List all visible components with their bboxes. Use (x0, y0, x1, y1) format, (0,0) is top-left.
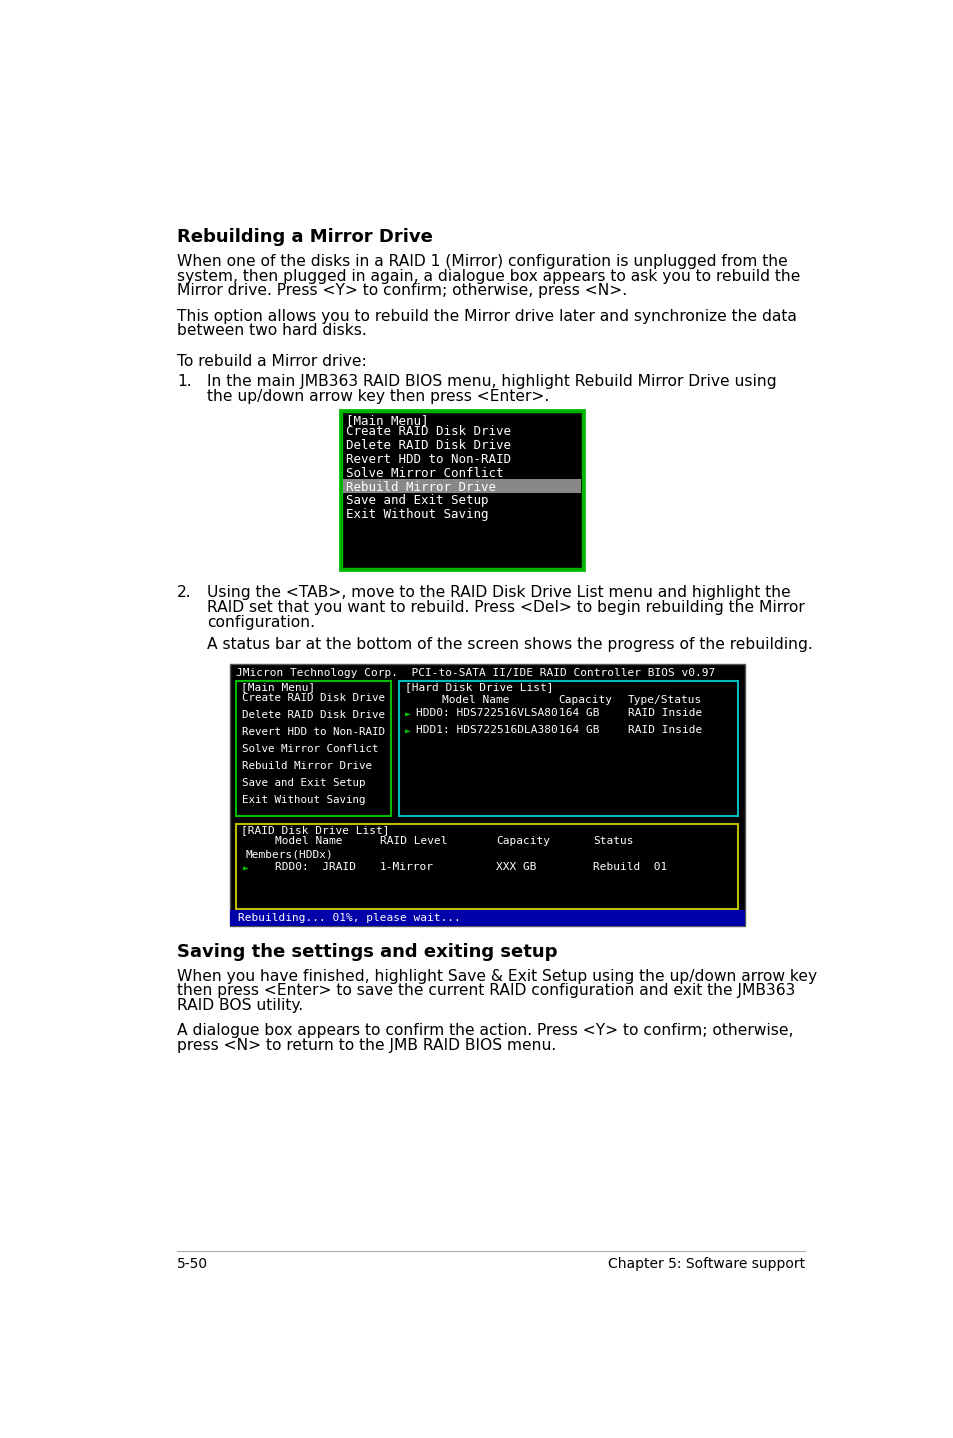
Text: 1.: 1. (177, 374, 192, 390)
Text: ►: ► (405, 709, 411, 719)
Text: XXX GB: XXX GB (496, 863, 536, 873)
Text: Capacity: Capacity (496, 837, 549, 847)
Text: When one of the disks in a RAID 1 (Mirror) configuration is unplugged from the: When one of the disks in a RAID 1 (Mirro… (177, 255, 787, 269)
Text: system, then plugged in again, a dialogue box appears to ask you to rebuild the: system, then plugged in again, a dialogu… (177, 269, 800, 283)
Text: RAID BOS utility.: RAID BOS utility. (177, 998, 303, 1012)
Bar (230, 910, 744, 926)
Text: Rebuilding a Mirror Drive: Rebuilding a Mirror Drive (177, 229, 433, 246)
Text: ►: ► (242, 863, 248, 873)
Text: RAID set that you want to rebuild. Press <Del> to begin rebuilding the Mirror: RAID set that you want to rebuild. Press… (207, 600, 803, 615)
Text: In the main JMB363 RAID BIOS menu, highlight Rebuild Mirror Drive using: In the main JMB363 RAID BIOS menu, highl… (207, 374, 776, 390)
Text: Members(HDDx): Members(HDDx) (245, 850, 333, 860)
Text: Solve Mirror Conflict: Solve Mirror Conflict (346, 467, 503, 480)
Text: Rebuilding... 01%, please wait...: Rebuilding... 01%, please wait... (237, 913, 460, 923)
Text: To rebuild a Mirror drive:: To rebuild a Mirror drive: (177, 354, 367, 368)
Text: Revert HDD to Non-RAID: Revert HDD to Non-RAID (346, 453, 511, 466)
Text: Rebuild  01: Rebuild 01 (592, 863, 666, 873)
Text: Capacity: Capacity (558, 695, 611, 705)
Text: RAID Inside: RAID Inside (627, 725, 701, 735)
Text: RAID Inside: RAID Inside (627, 709, 701, 719)
Text: between two hard disks.: between two hard disks. (177, 324, 367, 338)
Text: configuration.: configuration. (207, 614, 314, 630)
Text: then press <Enter> to save the current RAID configuration and exit the JMB363: then press <Enter> to save the current R… (177, 984, 795, 998)
Text: the up/down arrow key then press <Enter>.: the up/down arrow key then press <Enter>… (207, 388, 549, 404)
Text: press <N> to return to the JMB RAID BIOS menu.: press <N> to return to the JMB RAID BIOS… (177, 1038, 556, 1053)
Text: Chapter 5: Software support: Chapter 5: Software support (607, 1257, 804, 1271)
Bar (340, 410, 583, 569)
Text: 1-Mirror: 1-Mirror (379, 863, 434, 873)
Text: JMicron Technology Corp.  PCI-to-SATA II/IDE RAID Controller BIOS v0.97: JMicron Technology Corp. PCI-to-SATA II/… (236, 669, 715, 679)
Text: Create RAID Disk Drive: Create RAID Disk Drive (346, 426, 511, 439)
Bar (230, 664, 744, 926)
Text: Delete RAID Disk Drive: Delete RAID Disk Drive (242, 710, 385, 720)
Text: [Hard Disk Drive List]: [Hard Disk Drive List] (405, 682, 553, 692)
Bar (342, 413, 581, 568)
Text: Exit Without Saving: Exit Without Saving (346, 508, 488, 522)
Text: Revert HDD to Non-RAID: Revert HDD to Non-RAID (242, 728, 385, 736)
Text: Saving the settings and exiting setup: Saving the settings and exiting setup (177, 942, 558, 961)
Text: A dialogue box appears to confirm the action. Press <Y> to confirm; otherwise,: A dialogue box appears to confirm the ac… (177, 1024, 793, 1038)
Text: Type/Status: Type/Status (627, 695, 701, 705)
Text: [RAID Disk Drive List]: [RAID Disk Drive List] (241, 825, 389, 835)
Text: RAID Level: RAID Level (379, 837, 447, 847)
Text: HDD1: HDS722516DLA380: HDD1: HDS722516DLA380 (416, 725, 558, 735)
Text: Save and Exit Setup: Save and Exit Setup (242, 778, 366, 788)
Bar (236, 824, 737, 909)
Text: Model Name: Model Name (441, 695, 509, 705)
Text: Rebuild Mirror Drive: Rebuild Mirror Drive (242, 761, 372, 771)
Text: 164 GB: 164 GB (558, 725, 599, 735)
Text: When you have finished, highlight Save & Exit Setup using the up/down arrow key: When you have finished, highlight Save &… (177, 969, 817, 984)
Text: [Main Menu]: [Main Menu] (241, 682, 314, 692)
Text: This option allows you to rebuild the Mirror drive later and synchronize the dat: This option allows you to rebuild the Mi… (177, 309, 797, 324)
Text: Exit Without Saving: Exit Without Saving (242, 795, 366, 805)
Bar (343, 479, 580, 493)
Text: [Main Menu]: [Main Menu] (346, 414, 429, 427)
Text: 5-50: 5-50 (177, 1257, 209, 1271)
Text: Using the <TAB>, move to the RAID Disk Drive List menu and highlight the: Using the <TAB>, move to the RAID Disk D… (207, 585, 790, 600)
Bar (236, 680, 391, 815)
Bar (398, 680, 737, 815)
Text: Save and Exit Setup: Save and Exit Setup (346, 495, 488, 508)
Text: Model Name: Model Name (274, 837, 342, 847)
Text: ►: ► (405, 725, 411, 735)
Text: Status: Status (592, 837, 633, 847)
Text: A status bar at the bottom of the screen shows the progress of the rebuilding.: A status bar at the bottom of the screen… (207, 637, 812, 651)
Text: 164 GB: 164 GB (558, 709, 599, 719)
Text: Delete RAID Disk Drive: Delete RAID Disk Drive (346, 439, 511, 452)
Text: RDD0:  JRAID: RDD0: JRAID (274, 863, 355, 873)
Bar (340, 410, 583, 569)
Text: HDD0: HDS722516VLSA80: HDD0: HDS722516VLSA80 (416, 709, 558, 719)
Text: 2.: 2. (177, 585, 192, 600)
Text: Solve Mirror Conflict: Solve Mirror Conflict (242, 743, 378, 754)
Text: Create RAID Disk Drive: Create RAID Disk Drive (242, 693, 385, 703)
Text: Mirror drive. Press <Y> to confirm; otherwise, press <N>.: Mirror drive. Press <Y> to confirm; othe… (177, 283, 627, 299)
Text: Rebuild Mirror Drive: Rebuild Mirror Drive (346, 480, 496, 493)
